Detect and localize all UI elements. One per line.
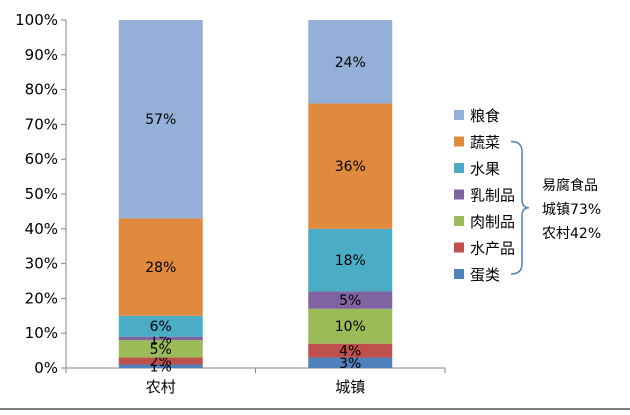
legend-label: 粮食: [470, 107, 500, 125]
data-label: 6%: [150, 319, 172, 335]
y-tick-label: 80%: [25, 81, 58, 99]
data-label: 5%: [339, 293, 361, 309]
x-tick-label: 农村: [146, 378, 176, 396]
y-tick-label: 100%: [15, 11, 58, 29]
legend-swatch: [454, 163, 464, 173]
legend-label: 水产品: [470, 240, 515, 258]
data-label: 28%: [145, 260, 176, 276]
bar-segment: [308, 343, 393, 358]
y-tick-label: 0%: [34, 359, 58, 377]
annotation-text: 城镇73%: [542, 202, 601, 218]
bar-segment: [118, 20, 203, 219]
annotation-text: 农村42%: [542, 226, 601, 242]
y-tick-label: 70%: [25, 115, 58, 133]
data-label: 4%: [339, 344, 361, 360]
legend-label: 水果: [470, 160, 500, 178]
bar-segment: [118, 364, 203, 368]
legend-swatch: [454, 110, 464, 120]
bar-segment: [308, 228, 393, 292]
data-label: 57%: [145, 112, 176, 128]
legend-swatch: [454, 189, 464, 200]
annotation-text: 易腐食品: [542, 177, 598, 194]
y-tick-label: 50%: [25, 185, 58, 203]
data-label: 18%: [335, 253, 366, 269]
data-label: 2%: [150, 354, 172, 370]
bar-segment: [308, 20, 393, 104]
data-label: 36%: [335, 159, 366, 175]
legend-label: 蔬菜: [470, 134, 500, 152]
bar-segment: [118, 315, 203, 337]
y-tick-label: 10%: [25, 324, 58, 342]
y-tick-label: 30%: [25, 255, 58, 273]
data-label: 10%: [335, 319, 366, 335]
annotation-brace: [510, 140, 530, 275]
legend-swatch: [454, 216, 464, 226]
bar-segment: [308, 357, 393, 368]
bar-segment: [308, 308, 393, 344]
bar-segment: [118, 336, 203, 341]
bottom-divider: [0, 408, 630, 410]
bar-segment: [118, 218, 203, 316]
data-label: 24%: [335, 55, 366, 71]
y-tick-label: 90%: [25, 46, 58, 64]
legend-swatch: [454, 269, 464, 279]
legend-swatch: [454, 136, 464, 147]
data-label: 5%: [150, 342, 172, 358]
legend-label: 蛋类: [470, 266, 500, 284]
bar-segment: [308, 291, 393, 309]
legend-label: 肉制品: [470, 213, 515, 231]
y-tick-label: 20%: [25, 289, 58, 307]
y-tick-label: 40%: [25, 220, 58, 238]
y-tick-label: 60%: [25, 150, 58, 168]
bar-segment: [118, 340, 203, 358]
bar-segment: [118, 357, 203, 365]
legend-label: 乳制品: [470, 187, 515, 205]
bar-segment: [308, 103, 393, 229]
x-tick-label: 城镇: [335, 378, 365, 396]
data-label: 3%: [339, 356, 361, 372]
legend-swatch: [454, 242, 464, 253]
